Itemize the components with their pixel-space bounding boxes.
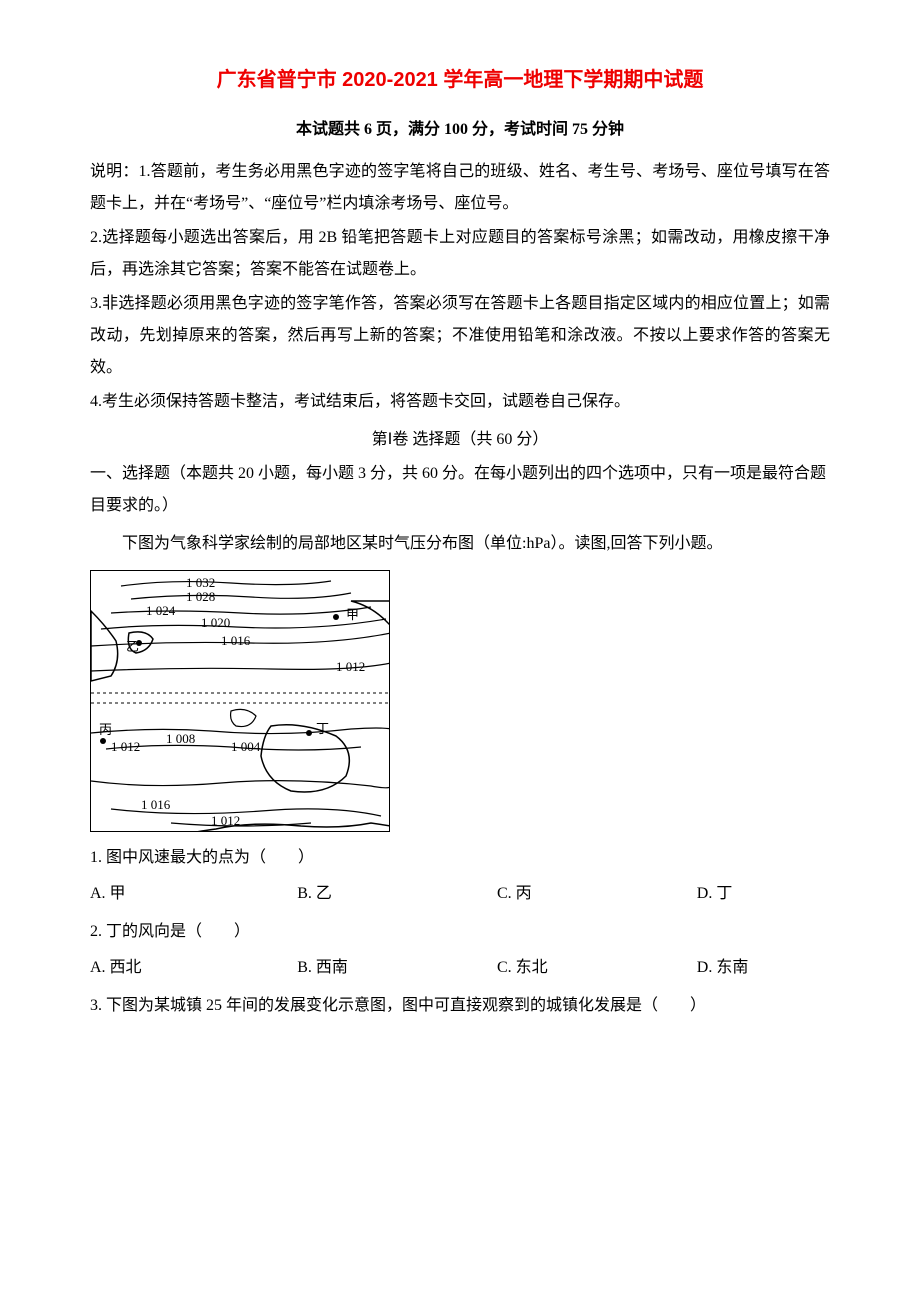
instruction-4: 4.考生必须保持答题卡整洁，考试结束后，将答题卡交回，试题卷自己保存。 (90, 386, 830, 418)
isobar-label-1012-sw: 1 012 (111, 739, 140, 754)
point-label-bing: 丙 (99, 722, 112, 737)
isobar-label-1016: 1 016 (221, 633, 251, 648)
q1-option-b: B. 乙 (297, 878, 497, 910)
exam-title: 广东省普宁市 2020-2021 学年高一地理下学期期中试题 (90, 60, 830, 100)
figure-intro-text: 下图为气象科学家绘制的局部地区某时气压分布图（单位:hPa）。读图,回答下列小题… (90, 528, 830, 560)
q1-option-d: D. 丁 (697, 878, 830, 910)
section-header: 第Ⅰ卷 选择题（共 60 分） (90, 424, 830, 456)
isobar-label-1004: 1 004 (231, 739, 261, 754)
isobar-label-1020: 1 020 (201, 615, 230, 630)
isobar-label-1032: 1 032 (186, 575, 215, 590)
point-label-ding: 丁 (316, 721, 329, 736)
instruction-2: 2.选择题每小题选出答案后，用 2B 铅笔把答题卡上对应题目的答案标号涂黑；如需… (90, 222, 830, 286)
q2-option-d: D. 东南 (697, 952, 830, 984)
pressure-map-figure: 1 032 1 028 1 024 1 020 1 016 1 012 1 00… (90, 570, 390, 832)
section-description: 一、选择题（本题共 20 小题，每小题 3 分，共 60 分。在每小题列出的四个… (90, 458, 830, 522)
question-2-stem: 2. 丁的风向是（ ） (90, 916, 830, 948)
isobar-label-1024: 1 024 (146, 603, 176, 618)
question-2-options: A. 西北 B. 西南 C. 东北 D. 东南 (90, 952, 830, 984)
exam-subtitle: 本试题共 6 页，满分 100 分，考试时间 75 分钟 (90, 114, 830, 146)
point-label-yi: 乙 (126, 639, 139, 654)
isobar-label-1008: 1 008 (166, 731, 195, 746)
isobar-label-1012-s: 1 012 (211, 813, 240, 828)
q1-option-a: A. 甲 (90, 878, 297, 910)
question-3-stem: 3. 下图为某城镇 25 年间的发展变化示意图，图中可直接观察到的城镇化发展是（… (90, 990, 830, 1022)
instructions-block: 说明：1.答题前，考生务必用黑色字迹的签字笔将自己的班级、姓名、考生号、考场号、… (90, 156, 830, 418)
q2-option-a: A. 西北 (90, 952, 297, 984)
q2-option-b: B. 西南 (297, 952, 497, 984)
q2-option-c: C. 东北 (497, 952, 697, 984)
question-1-stem: 1. 图中风速最大的点为（ ） (90, 842, 830, 874)
isobar-label-1028: 1 028 (186, 589, 215, 604)
isobar-label-1016-s: 1 016 (141, 797, 171, 812)
question-1-options: A. 甲 B. 乙 C. 丙 D. 丁 (90, 878, 830, 910)
instruction-1: 说明：1.答题前，考生务必用黑色字迹的签字笔将自己的班级、姓名、考生号、考场号、… (90, 156, 830, 220)
instruction-3: 3.非选择题必须用黑色字迹的签字笔作答，答案必须写在答题卡上各题目指定区域内的相… (90, 288, 830, 384)
q1-option-c: C. 丙 (497, 878, 697, 910)
isobar-label-1012-n: 1 012 (336, 659, 365, 674)
point-label-jia: 甲 (346, 607, 359, 622)
